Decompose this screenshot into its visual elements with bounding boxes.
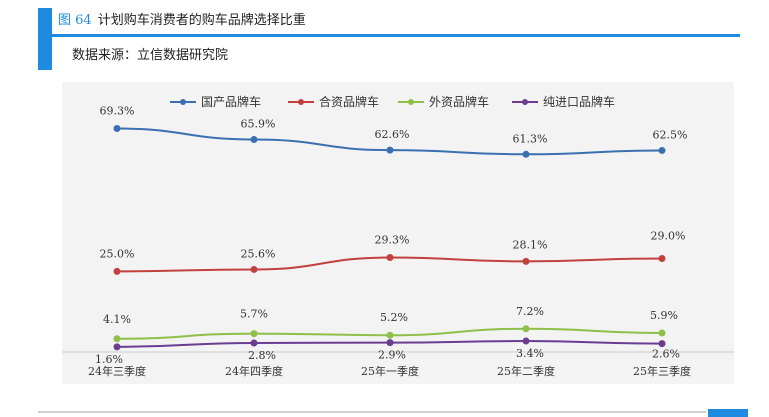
data-point [522, 325, 530, 333]
data-label: 69.3% [100, 105, 135, 118]
line-chart: 国产品牌车 合资品牌车 外资品牌车 纯进口品牌车 24年三季度 24年四季度 25年一季度 2… [62, 94, 734, 378]
data-point [522, 337, 530, 345]
data-label: 3.4% [516, 347, 544, 360]
legend-swatch-marker [408, 99, 414, 105]
data-point [386, 339, 394, 347]
data-label: 61.3% [513, 132, 548, 145]
data-label: 2.8% [248, 349, 276, 362]
data-point [250, 330, 258, 338]
figure-title-text: 计划购车消费者的购车品牌选择比重 [97, 13, 306, 28]
data-point [250, 339, 258, 347]
data-label: 25.0% [100, 247, 135, 260]
legend-entry: 外资品牌车 [429, 94, 489, 109]
data-point [250, 135, 258, 143]
data-point [658, 254, 666, 262]
legend-entry: 纯进口品牌车 [543, 94, 615, 109]
data-label: 29.0% [651, 229, 686, 242]
data-label: 25.6% [241, 247, 276, 260]
data-label: 1.6% [95, 353, 123, 366]
data-label: 62.5% [653, 128, 688, 141]
legend-swatch-marker [522, 99, 528, 105]
header-accent-bar [38, 8, 52, 70]
data-point [113, 335, 121, 343]
data-label: 2.9% [378, 349, 406, 362]
x-tick-label: 24年四季度 [225, 364, 283, 378]
data-label: 4.1% [103, 313, 131, 326]
data-point [250, 265, 258, 273]
data-point [386, 146, 394, 154]
data-label: 2.6% [652, 348, 680, 361]
data-point [113, 267, 121, 275]
legend-swatch-marker [298, 99, 304, 105]
x-tick-label: 24年三季度 [88, 364, 146, 378]
legend-entry: 合资品牌车 [319, 94, 379, 109]
title-underline [52, 34, 740, 37]
data-label: 65.9% [241, 117, 276, 130]
data-point [658, 340, 666, 348]
data-label: 5.7% [240, 308, 268, 321]
data-label: 28.1% [513, 238, 548, 251]
data-point [113, 343, 121, 351]
data-point [658, 146, 666, 154]
data-label: 5.9% [650, 309, 678, 322]
data-point [113, 125, 121, 133]
figure-title: 图 64 计划购车消费者的购车品牌选择比重 [58, 9, 306, 33]
data-point [522, 257, 530, 265]
data-point [658, 329, 666, 337]
footer-accent-block [708, 409, 748, 417]
legend-entry: 国产品牌车 [201, 94, 261, 109]
data-point [386, 254, 394, 262]
data-point [386, 331, 394, 339]
figure-number: 图 64 [58, 13, 92, 28]
x-tick-label: 25年二季度 [497, 364, 555, 378]
data-source: 数据来源：立信数据研究院 [72, 48, 229, 63]
data-label: 62.6% [375, 128, 410, 141]
data-label: 7.2% [516, 305, 544, 318]
data-label: 29.3% [375, 234, 410, 247]
data-point [522, 150, 530, 158]
data-label: 5.2% [380, 311, 408, 324]
chart-panel: 国产品牌车 合资品牌车 外资品牌车 纯进口品牌车 24年三季度 24年四季度 25年一季度 2… [62, 82, 734, 384]
x-tick-label: 25年一季度 [361, 364, 419, 378]
legend-swatch-marker [180, 99, 186, 105]
footer-divider [38, 411, 706, 413]
x-tick-label: 25年三季度 [633, 364, 691, 378]
